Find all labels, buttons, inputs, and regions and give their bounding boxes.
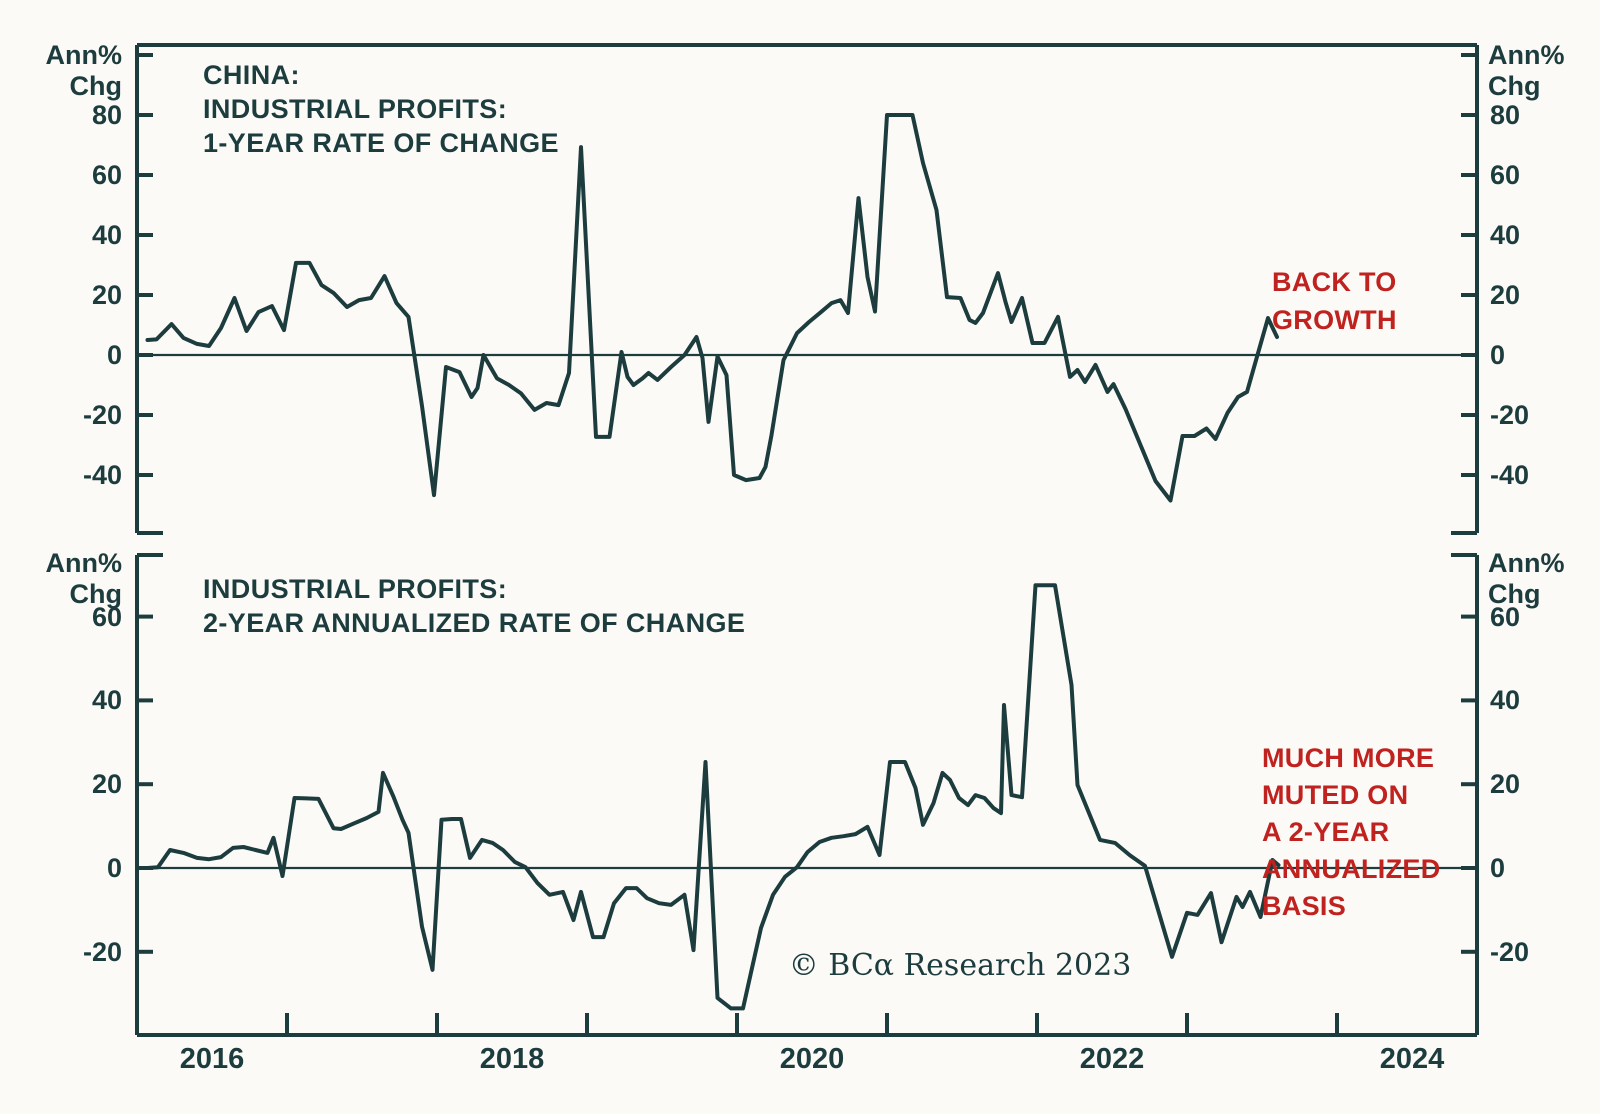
y-tick-label: 40 [91,220,122,250]
panel-0-data-line [145,113,1279,503]
y-tick-label: -20 [1490,936,1530,967]
bottom-panel-title: INDUSTRIAL PROFITS: 2-YEAR ANNUALIZED RA… [203,574,746,638]
y-tick-label: 60 [91,160,122,190]
x-tick-label: 2024 [1379,1043,1445,1075]
y-tick-label: 80 [91,100,122,130]
y-tick-label: 60 [1490,160,1521,190]
panel-1-data-line [145,583,1281,1011]
y-tick-label: 40 [1490,220,1521,250]
top-panel-ylabel-right: Ann% Chg [1488,40,1565,101]
x-tick-label: 2020 [779,1043,845,1075]
y-tick-label: -20 [82,936,122,967]
copyright-notice: © BCα Research 2023 [788,948,1132,983]
y-tick-label: 60 [91,601,122,632]
y-tick-label: -40 [82,460,122,490]
y-tick-label: -40 [1490,460,1530,490]
x-tick-label: 2016 [179,1043,245,1075]
y-tick-label: 20 [91,280,122,310]
y-tick-label: -20 [82,400,122,430]
y-tick-label: 0 [106,340,122,370]
y-tick-label: -20 [1490,400,1530,430]
y-tick-label: 40 [1490,685,1521,716]
y-tick-label: 20 [1490,280,1521,310]
bottom-panel-ylabel-left: Ann% Chg [45,548,123,609]
y-tick-label: 0 [1490,853,1506,883]
y-tick-label: 80 [1490,100,1521,130]
y-tick-label: 20 [91,769,122,800]
top-panel-annotation: BACK TO GROWTH [1272,267,1397,335]
x-tick-label: 2022 [1079,1043,1145,1075]
y-tick-label: 20 [1490,769,1521,800]
bottom-panel-ylabel-right: Ann% Chg [1488,548,1565,609]
y-tick-label: 60 [1490,601,1521,632]
y-tick-label: 40 [91,685,122,716]
bottom-panel-annotation: MUCH MORE MUTED ON A 2-YEAR ANNUALIZED B… [1262,743,1441,921]
top-panel-ylabel-left: Ann% Chg [45,40,123,101]
top-panel-title: CHINA: INDUSTRIAL PROFITS: 1-YEAR RATE O… [203,60,559,158]
y-tick-label: 0 [106,853,122,883]
x-tick-label: 2018 [479,1043,545,1075]
y-tick-label: 0 [1490,340,1506,370]
